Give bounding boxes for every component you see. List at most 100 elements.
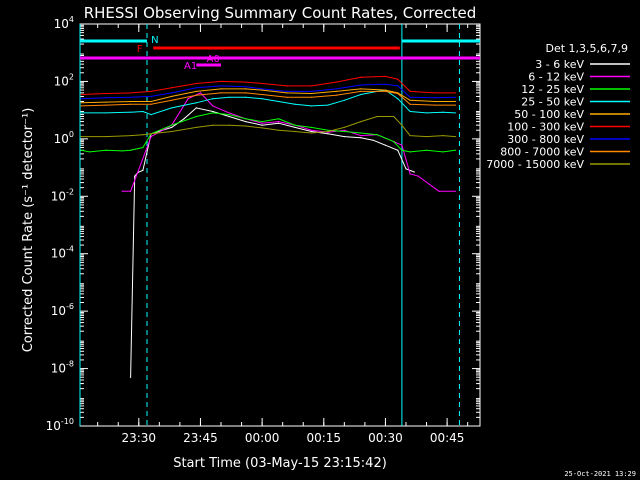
data-point-7000-15000-kev bbox=[195, 126, 197, 129]
data-point-3-6-kev bbox=[228, 115, 230, 118]
x-tick-label: 00:45 bbox=[430, 431, 465, 445]
series-line-3-6-kev bbox=[130, 107, 415, 378]
data-point-6-12-kev bbox=[438, 190, 440, 192]
y-tick-exponent: 4 bbox=[69, 15, 74, 24]
data-point-7000-15000-kev bbox=[425, 135, 428, 138]
data-point-12-25-kev bbox=[393, 141, 395, 143]
data-point-800-7000-kev bbox=[195, 94, 197, 96]
data-point-100-300-kev bbox=[335, 81, 337, 83]
data-point-12-25-kev bbox=[88, 151, 91, 153]
data-point-50-100-kev bbox=[80, 102, 82, 104]
data-point-800-7000-kev bbox=[245, 92, 247, 94]
data-point-3-6-kev bbox=[343, 135, 345, 138]
data-point-12-25-kev bbox=[171, 124, 173, 126]
legend-label: 3 - 6 keV bbox=[535, 58, 584, 71]
data-point-800-7000-kev bbox=[286, 96, 288, 98]
data-point-50-100-kev bbox=[150, 100, 152, 103]
data-point-3-6-kev bbox=[129, 376, 132, 378]
data-point-12-25-kev bbox=[212, 112, 214, 114]
data-point-3-6-kev bbox=[183, 118, 185, 120]
data-point-800-7000-kev bbox=[80, 105, 82, 107]
data-point-300-800-kev bbox=[105, 97, 107, 99]
data-point-100-300-kev bbox=[397, 78, 399, 80]
data-point-25-50-kev bbox=[261, 98, 263, 100]
data-point-100-300-kev bbox=[261, 82, 263, 85]
legend-label: 7000 - 15000 keV bbox=[486, 158, 584, 171]
legend-label: 50 - 100 keV bbox=[514, 108, 584, 121]
data-point-50-100-kev bbox=[105, 101, 107, 103]
data-point-6-12-kev bbox=[360, 134, 362, 137]
data-point-7000-15000-kev bbox=[294, 130, 296, 133]
x-tick-label: 00:15 bbox=[306, 431, 341, 445]
data-point-3-6-kev bbox=[142, 169, 144, 171]
data-point-50-100-kev bbox=[220, 88, 222, 90]
x-tick-label: 23:45 bbox=[183, 431, 218, 445]
data-point-25-50-kev bbox=[142, 110, 144, 113]
data-point-25-50-kev bbox=[105, 112, 107, 114]
data-point-100-300-kev bbox=[409, 90, 411, 92]
data-point-25-50-kev bbox=[327, 104, 329, 106]
data-point-7000-15000-kev bbox=[310, 132, 313, 134]
data-point-25-50-kev bbox=[80, 112, 82, 114]
series-line-50-100-kev bbox=[81, 88, 456, 104]
data-point-3-6-kev bbox=[327, 133, 329, 135]
data-point-3-6-kev bbox=[171, 126, 173, 129]
data-point-7000-15000-kev bbox=[129, 134, 132, 137]
y-tick-exponent: -8 bbox=[66, 360, 74, 369]
data-point-12-25-kev bbox=[360, 132, 362, 134]
data-point-800-7000-kev bbox=[434, 104, 436, 106]
data-point-800-7000-kev bbox=[150, 103, 152, 105]
data-point-7000-15000-kev bbox=[376, 115, 378, 118]
data-point-800-7000-kev bbox=[129, 103, 132, 105]
y-tick-exponent: 0 bbox=[69, 130, 74, 139]
data-point-800-7000-kev bbox=[360, 90, 362, 92]
data-point-50-100-kev bbox=[409, 99, 411, 101]
data-point-300-800-kev bbox=[129, 96, 132, 98]
data-point-25-50-kev bbox=[294, 103, 296, 105]
data-point-7000-15000-kev bbox=[393, 115, 395, 118]
flare-label: F bbox=[137, 44, 143, 55]
data-point-3-6-kev bbox=[310, 130, 313, 133]
data-point-25-50-kev bbox=[397, 98, 399, 100]
data-point-6-12-kev bbox=[228, 112, 230, 114]
data-point-50-100-kev bbox=[360, 88, 362, 90]
data-point-50-100-kev bbox=[434, 100, 436, 103]
legend-label: 25 - 50 keV bbox=[521, 96, 584, 109]
data-point-300-800-kev bbox=[150, 95, 152, 98]
data-point-100-300-kev bbox=[171, 87, 173, 89]
data-point-100-300-kev bbox=[434, 92, 436, 94]
data-point-6-12-kev bbox=[417, 175, 419, 177]
series-line-100-300-kev bbox=[81, 75, 456, 95]
data-point-100-300-kev bbox=[360, 76, 362, 78]
attenuator-a1-label: A1 bbox=[184, 61, 197, 72]
data-point-6-12-kev bbox=[261, 122, 263, 124]
data-point-7000-15000-kev bbox=[401, 124, 403, 126]
data-point-50-100-kev bbox=[171, 95, 173, 98]
data-point-12-25-kev bbox=[121, 150, 123, 152]
y-tick-exponent: -2 bbox=[66, 187, 74, 196]
data-point-7000-15000-kev bbox=[454, 135, 456, 138]
data-point-3-6-kev bbox=[138, 171, 140, 173]
y-tick-exponent: -6 bbox=[66, 302, 74, 311]
data-point-7000-15000-kev bbox=[442, 134, 444, 137]
data-point-300-800-kev bbox=[261, 88, 263, 90]
data-point-800-7000-kev bbox=[105, 104, 107, 106]
x-tick-label: 23:30 bbox=[121, 431, 156, 445]
data-point-6-12-kev bbox=[121, 190, 123, 192]
data-point-12-25-kev bbox=[409, 151, 411, 153]
data-point-7000-15000-kev bbox=[343, 126, 345, 129]
data-point-25-50-kev bbox=[228, 96, 230, 98]
data-point-800-7000-kev bbox=[310, 96, 313, 98]
legend-label: 100 - 300 keV bbox=[507, 121, 584, 134]
data-point-3-6-kev bbox=[372, 139, 374, 141]
data-point-12-25-kev bbox=[442, 151, 444, 153]
data-point-7000-15000-kev bbox=[277, 129, 280, 131]
data-point-25-50-kev bbox=[360, 93, 362, 96]
data-point-3-6-kev bbox=[397, 149, 399, 151]
data-point-100-300-kev bbox=[384, 75, 387, 77]
data-point-25-50-kev bbox=[343, 99, 345, 101]
data-point-50-100-kev bbox=[310, 92, 313, 95]
data-point-25-50-kev bbox=[129, 111, 132, 113]
series-line-800-7000-kev bbox=[81, 90, 456, 107]
data-point-7000-15000-kev bbox=[142, 134, 144, 136]
